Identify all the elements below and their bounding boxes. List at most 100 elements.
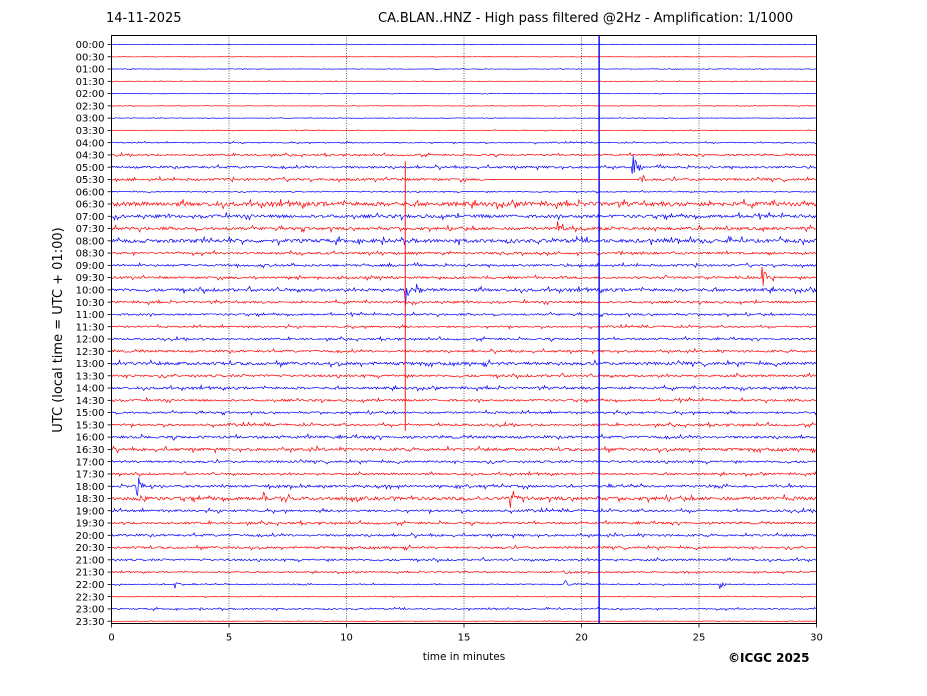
y-tick-label: 21:30 [76, 568, 105, 579]
trace-row-1500 [111, 409, 817, 416]
trace-row-1400 [111, 384, 817, 392]
chart-title: CA.BLAN..HNZ - High pass filtered @2Hz -… [378, 11, 794, 26]
trace-row-2300 [111, 606, 817, 612]
y-tick-label: 05:30 [76, 175, 105, 186]
y-tick-label: 22:00 [76, 580, 105, 591]
traces [111, 43, 817, 623]
trace-row-2230 [111, 595, 817, 598]
y-tick-label: 07:30 [76, 224, 105, 235]
trace-row-1800 [111, 477, 817, 497]
y-tick-label: 04:30 [76, 151, 105, 162]
trace-row-0330 [111, 129, 817, 132]
copyright-notice: ©ICGC 2025 [728, 651, 810, 665]
trace-row-1600 [111, 433, 817, 441]
trace-row-2330 [111, 620, 817, 623]
trace-row-1900 [111, 507, 817, 515]
y-tick-label: 03:00 [76, 114, 105, 125]
trace-row-2100 [111, 556, 817, 563]
trace-row-0500 [111, 155, 817, 174]
trace-row-0200 [111, 92, 817, 95]
x-tick-label: 15 [458, 633, 471, 644]
trace-row-0600 [111, 190, 817, 194]
x-tick-label: 0 [108, 633, 114, 644]
y-tick-label: 23:00 [76, 605, 105, 616]
y-tick-label: 15:30 [76, 420, 105, 431]
y-tick-label: 14:00 [76, 384, 105, 395]
y-tick-label: 17:00 [76, 457, 105, 468]
trace-row-1000 [111, 283, 817, 306]
y-tick-label: 08:30 [76, 249, 105, 260]
trace-row-2030 [111, 544, 817, 551]
y-tick-label: 15:00 [76, 408, 105, 419]
y-tick-label: 13:00 [76, 359, 105, 370]
trace-row-1330 [111, 372, 817, 380]
y-tick-label: 20:00 [76, 531, 105, 542]
trace-row-1430 [111, 396, 817, 404]
trace-row-1200 [111, 335, 817, 342]
y-tick-label: 21:00 [76, 555, 105, 566]
y-tick-label: 03:30 [76, 126, 105, 137]
y-tick-label: 06:30 [76, 200, 105, 211]
y-tick-label: 00:30 [76, 52, 105, 63]
y-tick-label: 16:30 [76, 445, 105, 456]
y-tick-label: 02:00 [76, 89, 105, 100]
y-tick-label: 07:00 [76, 212, 105, 223]
trace-row-1100 [111, 311, 817, 318]
y-tick-label: 18:30 [76, 494, 105, 505]
trace-row-0630 [111, 198, 817, 210]
trace-row-1130 [111, 323, 817, 330]
trace-row-1630 [111, 445, 817, 454]
y-tick-label: 20:30 [76, 543, 105, 554]
y-tick-label: 16:00 [76, 433, 105, 444]
trace-row-0730 [111, 221, 817, 234]
trace-row-1300 [111, 358, 817, 369]
trace-row-0230 [111, 104, 817, 107]
x-tick-label: 10 [340, 633, 353, 644]
trace-row-1730 [111, 470, 817, 477]
x-tick-label: 20 [575, 633, 588, 644]
y-tick-label: 06:00 [76, 187, 105, 198]
trace-row-1930 [111, 519, 817, 527]
trace-row-0400 [111, 140, 817, 145]
y-axis-label: UTC (local time = UTC + 01:00) [51, 227, 66, 432]
y-tick-label: 10:00 [76, 286, 105, 297]
trace-row-0530 [111, 174, 817, 183]
trace-row-0930 [111, 266, 817, 286]
y-tick-label: 00:00 [76, 40, 105, 51]
chart-date: 14-11-2025 [106, 11, 182, 26]
trace-row-0800 [111, 235, 817, 247]
x-tick-label: 25 [693, 633, 706, 644]
x-axis-label: time in minutes [423, 651, 505, 663]
x-tick-label: 5 [226, 633, 232, 644]
grid-lines [228, 35, 700, 624]
trace-row-2130 [111, 569, 817, 575]
trace-row-0300 [111, 117, 817, 120]
trace-row-0100 [111, 68, 817, 71]
y-tick-label: 19:30 [76, 519, 105, 530]
y-tick-label: 19:00 [76, 506, 105, 517]
trace-row-0430 [111, 151, 817, 158]
y-tick-label: 22:30 [76, 592, 105, 603]
trace-row-1230 [111, 347, 817, 355]
y-tick-label: 08:00 [76, 236, 105, 247]
trace-row-1700 [111, 458, 817, 465]
trace-row-2000 [111, 531, 817, 539]
trace-row-0030 [111, 55, 817, 58]
y-tick-label: 23:30 [76, 617, 105, 628]
y-tick-label: 05:00 [76, 163, 105, 174]
y-tick-label: 17:30 [76, 470, 105, 481]
y-tick-label: 01:30 [76, 77, 105, 88]
y-tick-label: 09:30 [76, 273, 105, 284]
markers [404, 35, 600, 624]
x-tick-labels: 0 5 10 15 20 25 30 [108, 623, 823, 644]
trace-row-1830 [111, 490, 817, 508]
x-tick-label: 30 [810, 633, 823, 644]
y-tick-label: 04:00 [76, 138, 105, 149]
trace-row-0000 [111, 43, 817, 46]
y-tick-label: 11:00 [76, 310, 105, 321]
y-tick-label: 11:30 [76, 322, 105, 333]
y-tick-label: 01:00 [76, 65, 105, 76]
y-tick-label: 13:30 [76, 371, 105, 382]
